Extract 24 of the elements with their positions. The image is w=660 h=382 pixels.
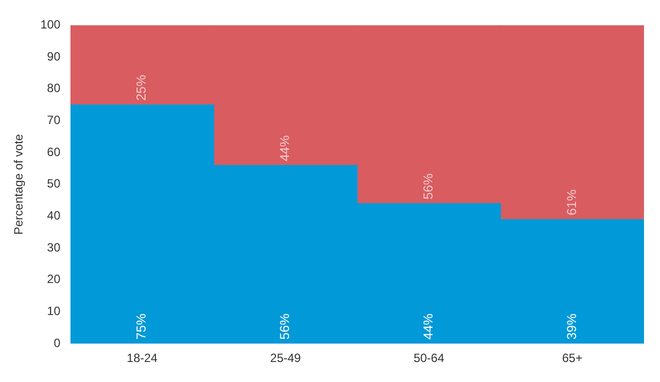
y-tick-label: 70 xyxy=(47,113,61,128)
y-tick-label: 0 xyxy=(54,336,61,350)
data-label: 75% xyxy=(134,313,149,340)
data-label: 44% xyxy=(420,313,436,340)
x-tick-label: 65+ xyxy=(562,351,582,366)
data-label: 56% xyxy=(420,173,436,200)
data-label: 56% xyxy=(277,313,292,340)
data-label: 61% xyxy=(564,188,579,216)
y-tick-label: 60 xyxy=(47,144,61,159)
y-axis-title: Percentage of vote xyxy=(12,134,26,235)
y-tick-label: 80 xyxy=(47,81,61,96)
data-label: 25% xyxy=(134,74,149,101)
y-tick-label: 10 xyxy=(47,304,61,318)
y-tick-label: 30 xyxy=(47,240,61,254)
y-tick-label: 100 xyxy=(40,18,61,32)
data-label: 44% xyxy=(277,134,292,162)
y-tick-label: 20 xyxy=(47,272,61,286)
y-tick-label: 50 xyxy=(47,176,61,191)
x-tick-label: 50-64 xyxy=(414,351,445,366)
x-tick-label: 25-49 xyxy=(270,351,302,366)
data-label: 39% xyxy=(564,313,579,340)
y-tick-label: 40 xyxy=(47,208,61,223)
x-tick-label: 18-24 xyxy=(126,351,158,366)
y-tick-label: 90 xyxy=(47,49,61,64)
